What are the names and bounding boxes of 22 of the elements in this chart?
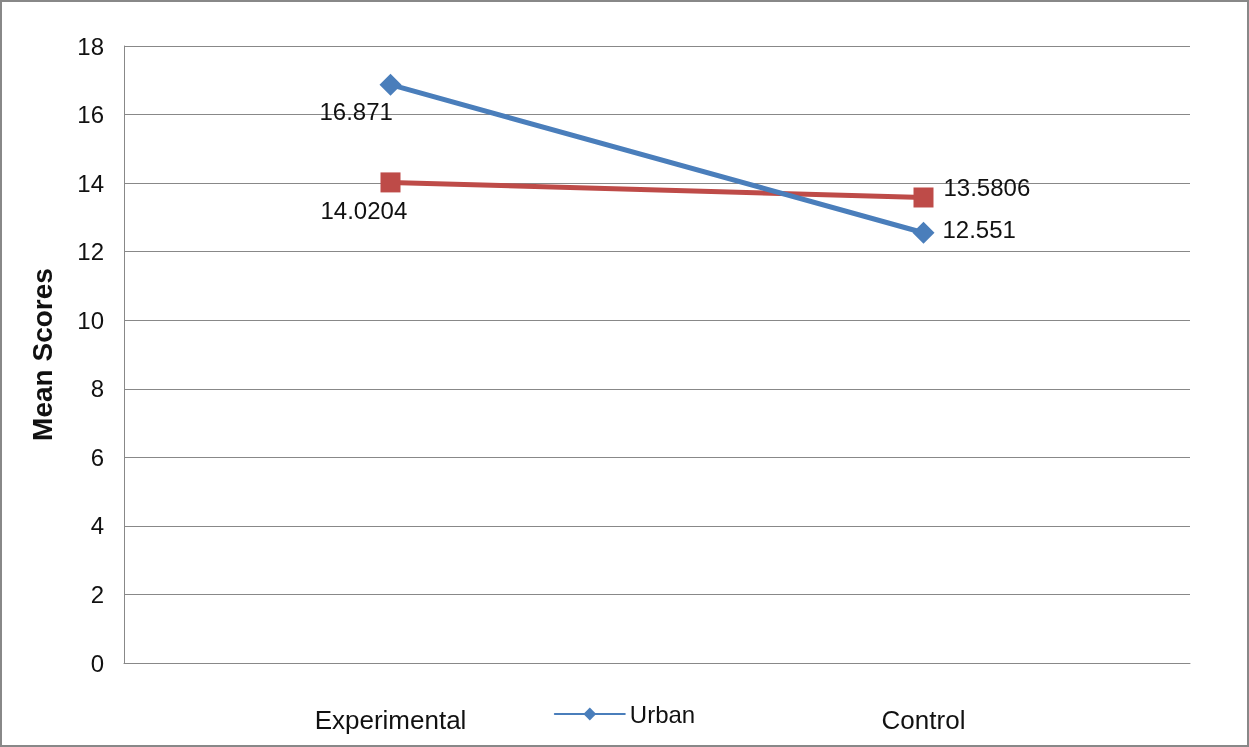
point — [379, 73, 402, 96]
y-tick-label: 8 — [90, 375, 104, 403]
y-tick-label: 0 — [90, 649, 104, 677]
point — [912, 221, 935, 244]
data-label: 14.0204 — [320, 196, 408, 224]
y-tick-label: 2 — [90, 580, 104, 608]
x-tick-label: Control — [881, 705, 966, 735]
y-tick-label: 4 — [90, 512, 104, 540]
data-label: 12.551 — [942, 216, 1016, 244]
data-label: 13.5806 — [943, 173, 1031, 201]
legend-label: Urban — [629, 700, 696, 728]
y-tick-label: 12 — [77, 238, 104, 266]
y-tick-label: 6 — [90, 443, 104, 471]
point — [913, 187, 934, 208]
data-label: 16.871 — [319, 98, 393, 126]
point — [380, 172, 401, 193]
y-tick-label: 10 — [77, 306, 104, 334]
x-tick-label: Experimental — [314, 705, 467, 735]
y-tick-label: 18 — [77, 32, 104, 60]
y-tick-label: 16 — [77, 101, 104, 129]
y-tick-label: 14 — [77, 169, 104, 197]
y-axis-title: Mean Scores — [26, 268, 58, 441]
